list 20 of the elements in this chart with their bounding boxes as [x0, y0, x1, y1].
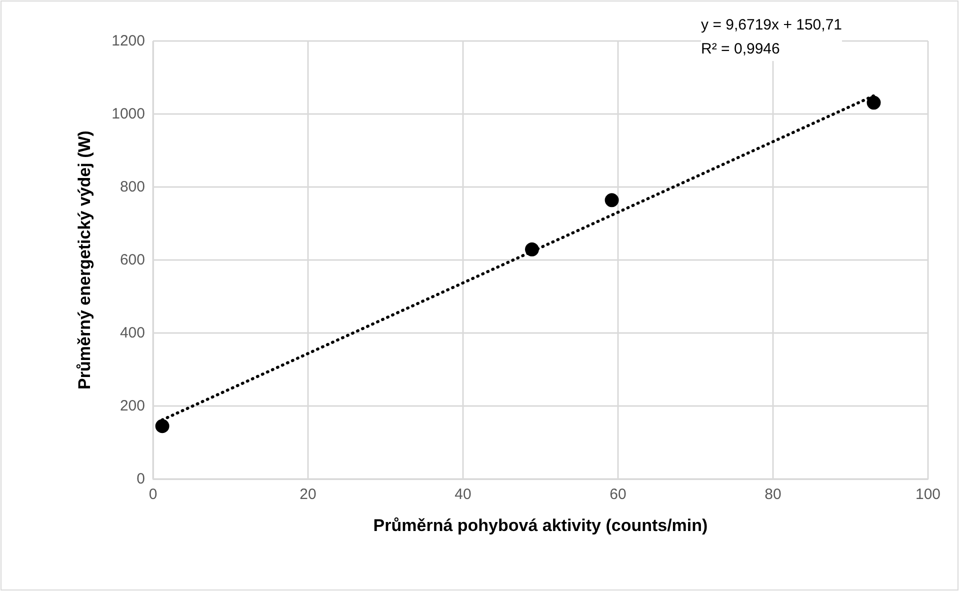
- x-tick-label: 60: [610, 486, 626, 503]
- y-tick-label: 400: [120, 324, 145, 342]
- point: [866, 96, 881, 110]
- x-tick-label: 80: [764, 486, 782, 503]
- y-tick-label: 200: [120, 398, 145, 414]
- y-tick-label: 800: [120, 178, 145, 196]
- x-tick-label: 100: [915, 486, 941, 503]
- y-axis-title: Průměrný energetický výdej (W): [75, 130, 94, 390]
- y-tick-label: 600: [120, 252, 145, 268]
- point: [524, 242, 539, 256]
- x-axis-title: Průměrná pohybová aktivity (counts/min): [373, 516, 708, 535]
- y-tick-label: 0: [136, 470, 145, 488]
- y-tick-label: 1000: [112, 106, 145, 122]
- x-tick-label: 0: [148, 486, 158, 503]
- x-tick-label: 20: [300, 486, 316, 503]
- point: [604, 193, 619, 208]
- x-tick-label: 40: [454, 486, 472, 503]
- y-tick-label: 1200: [112, 32, 145, 50]
- annotation: y = 9,6719x + 150,71 R² = 0,9946: [701, 16, 842, 58]
- point: [155, 419, 170, 434]
